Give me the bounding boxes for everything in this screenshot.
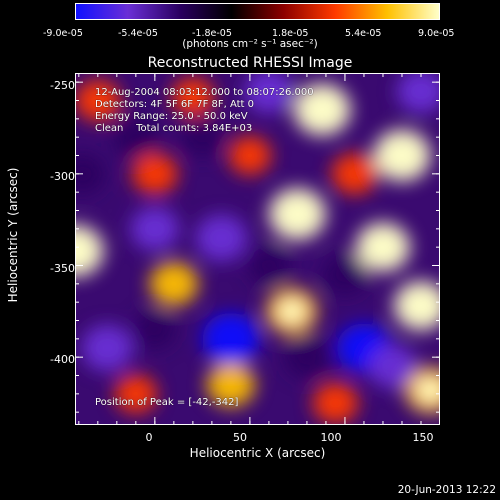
plot-frame (75, 73, 440, 425)
annotation-energy: Energy Range: 25.0 - 50.0 keV (95, 111, 248, 122)
negative-region (75, 153, 106, 195)
emission-source (114, 374, 158, 414)
negative-region (130, 206, 180, 251)
colorbar-tick-label: -5.4e-05 (118, 28, 158, 39)
negative-region (181, 117, 224, 157)
emission-core (417, 378, 440, 402)
negative-region (133, 310, 177, 349)
emission-core (75, 237, 90, 264)
emission-source (132, 153, 178, 195)
x-tick-label: 150 (412, 431, 434, 444)
negative-region (368, 344, 417, 389)
emission-source (171, 77, 215, 117)
y-tick-label: -350 (50, 262, 75, 275)
emission-source (228, 136, 272, 175)
emission-source (149, 261, 199, 306)
negative-region (396, 73, 440, 114)
annotation-clean: Clean Total counts: 3.84E+03 (95, 123, 253, 134)
emission-core (387, 142, 417, 169)
colorbar-units: (photons cm⁻² s⁻¹ asec⁻²) (182, 38, 318, 50)
emission-core (307, 96, 337, 123)
footer-date: 20-Jun-2013 12:22 (397, 484, 496, 496)
x-tick-label: 0 (145, 431, 153, 444)
emission-core (278, 299, 305, 323)
emission-core (369, 234, 397, 260)
annotation-time: 12-Aug-2004 08:03:12.000 to 08:07:26.000 (95, 87, 314, 98)
colorbar (75, 3, 440, 20)
chart-title: Reconstructed RHESSI Image (147, 55, 353, 71)
negative-region (195, 214, 248, 262)
colorbar-tick-label: 9.0e-05 (418, 28, 455, 39)
colorbar-tick-label: -1.8e-05 (192, 28, 232, 39)
emission-source (206, 362, 256, 407)
x-tick-label: 100 (320, 431, 342, 444)
emission-source (331, 153, 378, 195)
emission-source (312, 382, 359, 424)
emission-source (75, 79, 121, 122)
y-tick-label: -250 (50, 79, 75, 92)
negative-region (322, 254, 368, 296)
negative-region (202, 312, 260, 365)
y-tick-label: -400 (50, 353, 75, 366)
annotation-peak: Position of Peak = [-42,-342] (95, 397, 239, 408)
emission-core (283, 201, 312, 228)
negative-region (81, 324, 133, 372)
colorbar-tick-label: -9.0e-05 (43, 28, 83, 39)
negative-region (244, 73, 294, 114)
x-axis-title: Heliocentric X (arcsec) (189, 446, 326, 460)
negative-region (113, 116, 159, 158)
x-tick-label: 50 (233, 431, 247, 444)
y-tick-label: -300 (50, 170, 75, 183)
annotation-detectors: Detectors: 4F 5F 6F 7F 8F, Att 0 (95, 99, 255, 110)
negative-region (247, 246, 291, 285)
colorbar-gradient (76, 4, 439, 19)
y-axis-title: Heliocentric Y (arcsec) (6, 167, 20, 303)
colorbar-tick-label: 1.8e-05 (272, 28, 309, 39)
negative-region (284, 336, 330, 378)
heatmap-plot (75, 73, 440, 425)
emission-core (407, 293, 435, 319)
colorbar-tick-label: 5.4e-05 (345, 28, 382, 39)
